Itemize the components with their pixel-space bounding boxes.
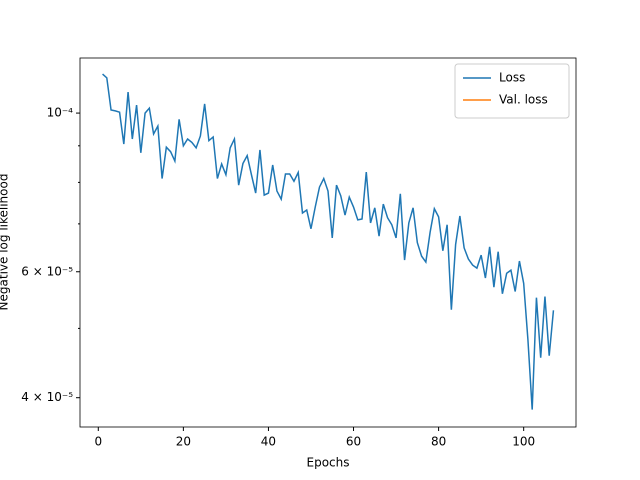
y-tick-label: 4 × 10⁻⁵ bbox=[21, 390, 73, 404]
data-line bbox=[102, 73, 555, 410]
x-tick-label: 60 bbox=[346, 435, 361, 449]
y-tick-label: 10⁻⁴ bbox=[47, 106, 74, 120]
x-axis-label: Epochs bbox=[307, 456, 350, 470]
plot-frame bbox=[79, 57, 577, 428]
x-tick-label: 0 bbox=[94, 435, 102, 449]
legend-label: Loss bbox=[499, 71, 525, 85]
x-tick-label: 40 bbox=[261, 435, 276, 449]
x-tick-label: 100 bbox=[512, 435, 535, 449]
y-axis-label: Negative log likelihood bbox=[0, 174, 11, 311]
legend-label: Val. loss bbox=[499, 93, 548, 107]
y-tick-label: 6 × 10⁻⁵ bbox=[21, 264, 73, 278]
x-tick-label: 80 bbox=[431, 435, 446, 449]
x-tick-label: 20 bbox=[176, 435, 191, 449]
